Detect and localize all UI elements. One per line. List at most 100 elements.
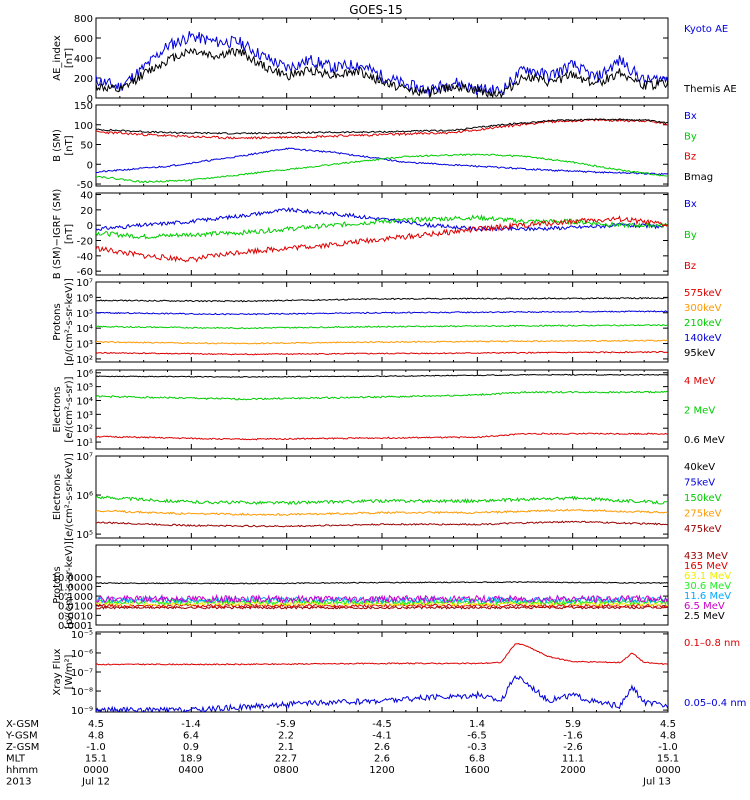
y-tick-label: -20 — [77, 237, 93, 248]
panel-frame — [95, 544, 669, 626]
legend-label: 2.5 MeV — [684, 611, 725, 622]
y-tick-label: 10⁶ — [76, 293, 93, 304]
footer-value: -5.9 — [276, 719, 296, 730]
series-line-kyoto-ae — [96, 31, 668, 97]
y-axis-label: [p/(cm²-s-sr-keV)] — [64, 541, 75, 629]
y-tick-label: 10¹ — [76, 438, 93, 449]
series-line-2-mev — [96, 390, 668, 401]
y-tick-label: 10⁻⁹ — [71, 706, 93, 717]
y-tick-label: 10⁻⁶ — [71, 649, 93, 660]
y-axis-label: Protons — [52, 566, 63, 603]
legend-label: By — [684, 230, 697, 241]
footer-value: 2000 — [560, 765, 585, 776]
y-tick-label: 10³ — [76, 410, 93, 421]
footer-value: 1.4 — [469, 719, 485, 730]
legend-label: 150keV — [684, 493, 722, 504]
panel-2: -50 0 50 100 150 B (SM) [nT] Bx By Bz Bmag — [52, 101, 713, 191]
series-line-themis-ae — [96, 47, 668, 98]
legend-label: 95keV — [684, 348, 715, 359]
panel-1: 0 200 400 600 800 AE_index [nT] Kyoto AE Themis … — [52, 14, 737, 105]
footer-row-label: Z-GSM — [6, 742, 39, 753]
series-line-63-1-mev — [96, 600, 668, 607]
panel-5: 10¹ 10² 10³ 10⁴ 10⁵ 10⁶ Electrons [e/(cm²-s-sr)… — [52, 369, 725, 450]
series-line-2-5-mev — [96, 581, 668, 585]
y-axis-label: B (SM) — [52, 129, 63, 162]
y-axis-label: B (SM)−IGRF (SM) — [52, 189, 63, 280]
series-line-275kev — [96, 508, 668, 517]
footer-value: 18.9 — [180, 754, 202, 765]
legend-label: 165 MeV — [684, 561, 728, 572]
y-axis-label: [nT] — [64, 48, 75, 68]
y-tick-label: -50 — [77, 180, 93, 191]
footer-value: 0000 — [83, 765, 108, 776]
y-tick-label: 10⁻⁷ — [71, 668, 93, 679]
y-tick-label: 40 — [80, 191, 93, 202]
y-tick-label: 50 — [80, 141, 93, 152]
legend-label: 140keV — [684, 333, 722, 344]
footer-value: 1200 — [369, 765, 394, 776]
y-axis-label: [p/(cm²-s-sr-keV)] — [64, 278, 75, 366]
footer-value: 2.6 — [374, 754, 390, 765]
y-tick-label: 10⁶ — [76, 369, 93, 380]
footer-value: 2.6 — [374, 742, 390, 753]
footer-value: -1.4 — [181, 719, 201, 730]
footer-value: 22.7 — [275, 754, 297, 765]
legend-label: 210keV — [684, 318, 722, 329]
footer-value: 4.8 — [88, 731, 104, 742]
footer-value: -1.0 — [658, 742, 678, 753]
y-axis-label: [W/m²] — [64, 654, 75, 689]
legend-label: 63.1 MeV — [684, 571, 731, 582]
footer-value: 0000 — [655, 765, 680, 776]
footer-value: 6.4 — [183, 731, 199, 742]
footer-value: 2.2 — [278, 731, 294, 742]
y-axis-label: Electrons — [52, 474, 63, 520]
y-tick-label: 1.0000 — [58, 582, 93, 593]
y-tick-label: 10⁶ — [76, 491, 93, 502]
y-tick-label: 10⁻⁵ — [71, 630, 93, 641]
series-line-210kev — [96, 324, 668, 330]
legend-label: 4 MeV — [684, 376, 715, 387]
legend-label: 275keV — [684, 509, 722, 520]
panel-6: 10⁵ 10⁶ 10⁷ Electrons [e/(cm²-s-sr-keV)] 40ke… — [52, 452, 722, 541]
y-tick-label: 10² — [76, 355, 93, 366]
footer-row-label: MLT — [6, 754, 26, 765]
footer-value: 4.5 — [88, 719, 104, 730]
footer-value: 6.8 — [469, 754, 485, 765]
footer-value: 1600 — [464, 765, 489, 776]
y-tick-label: 10⁷ — [76, 452, 93, 463]
y-tick-label: 10⁻⁸ — [71, 687, 93, 698]
y-axis-label: [nT] — [64, 224, 75, 244]
footer-row-label: Y-GSM — [5, 731, 38, 742]
legend-label: 0.05–0.4 nm — [684, 698, 746, 709]
y-axis-label: Protons — [52, 303, 63, 340]
footer-value: Jul 12 — [81, 777, 110, 788]
footer-row-label: X-GSM — [6, 719, 39, 730]
y-tick-label: 10³ — [76, 340, 93, 351]
panel-frame — [95, 369, 669, 450]
y-tick-label: 10⁵ — [76, 530, 93, 541]
footer-value: Jul 13 — [642, 777, 671, 788]
series-line-bx — [96, 207, 668, 232]
footer-value: -4.5 — [372, 719, 392, 730]
footer-value: 4.5 — [660, 719, 676, 730]
legend-label: 575keV — [684, 288, 722, 299]
legend-label: Bz — [684, 261, 696, 272]
legend-label: 6.5 MeV — [684, 601, 725, 612]
y-tick-label: 0.0100 — [58, 602, 93, 613]
y-tick-label: 0 — [87, 160, 93, 171]
y-tick-label: 10⁴ — [76, 324, 93, 335]
series-line-150kev — [96, 495, 668, 506]
series-line-433-mev — [96, 605, 668, 610]
series-line-by — [96, 153, 668, 184]
y-tick-label: -40 — [77, 252, 93, 263]
panel-4: 10² 10³ 10⁴ 10⁵ 10⁶ 10⁷ Protons [p/(cm²-s-sr-ke… — [52, 278, 722, 366]
legend-label: Bmag — [684, 172, 713, 183]
series-line-475kev — [96, 520, 668, 528]
footer-value: -2.6 — [563, 742, 583, 753]
panel-frame — [95, 192, 669, 276]
y-axis-label: Xray Flux — [52, 648, 63, 695]
legend-label: 30.6 MeV — [684, 581, 731, 592]
legend-label: 11.6 MeV — [684, 591, 731, 602]
y-tick-label: 0 — [87, 94, 93, 105]
